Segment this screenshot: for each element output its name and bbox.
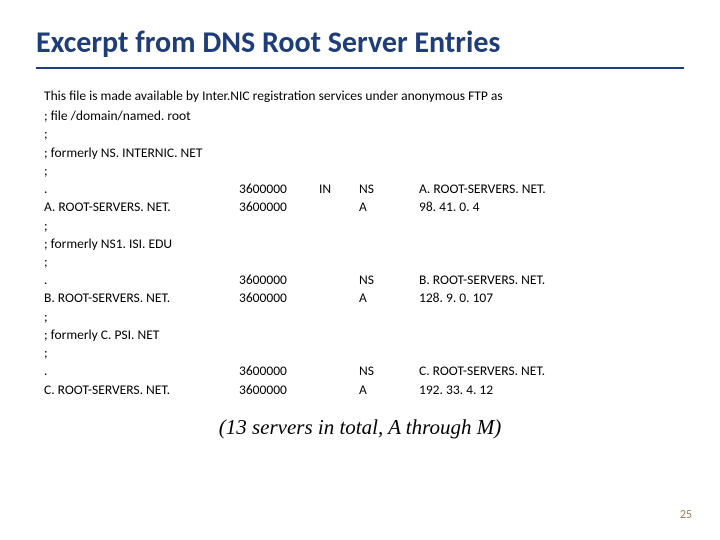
title-underline [36,67,684,69]
intro-text: This file is made available by Inter.NIC… [44,87,676,105]
body-content: This file is made available by Inter.NIC… [0,87,720,441]
ttl: 3600000 [239,271,319,289]
ttl: 3600000 [239,362,319,380]
zone-dot: . [44,362,239,380]
zone-dot: . [44,180,239,198]
zone-dot: . [44,271,239,289]
ns-target-c: C. ROOT-SERVERS. NET. [419,362,639,380]
comment-formerly-a: ; formerly NS. INTERNIC. NET [44,144,239,162]
comment-line: ; [44,344,239,362]
comment-line: ; [44,162,239,180]
ns-target-a: A. ROOT-SERVERS. NET. [419,180,639,198]
rr-a: A [359,289,419,307]
rr-ns: NS [359,180,419,198]
dns-entries-grid: ; file /domain/named. root ; ; formerly … [44,107,676,399]
rr-ns: NS [359,271,419,289]
server-c-ip: 192. 33. 4. 12 [419,381,639,399]
rr-a: A [359,381,419,399]
ttl: 3600000 [239,289,319,307]
comment-file: ; file /domain/named. root [44,107,239,125]
footnote: (13 servers in total, A through M) [44,413,676,441]
comment-formerly-b: ; formerly NS1. ISI. EDU [44,235,239,253]
ns-target-b: B. ROOT-SERVERS. NET. [419,271,639,289]
server-c-name: C. ROOT-SERVERS. NET. [44,381,239,399]
ttl: 3600000 [239,198,319,216]
comment-formerly-c: ; formerly C. PSI. NET [44,326,239,344]
ttl: 3600000 [239,381,319,399]
comment-line: ; [44,308,239,326]
server-b-name: B. ROOT-SERVERS. NET. [44,289,239,307]
class-in: IN [319,180,359,198]
ttl: 3600000 [239,180,319,198]
comment-line: ; [44,125,239,143]
server-a-ip: 98. 41. 0. 4 [419,198,639,216]
server-a-name: A. ROOT-SERVERS. NET. [44,198,239,216]
comment-line: ; [44,217,239,235]
comment-line: ; [44,253,239,271]
rr-a: A [359,198,419,216]
page-number: 25 [680,508,692,522]
rr-ns: NS [359,362,419,380]
server-b-ip: 128. 9. 0. 107 [419,289,639,307]
slide-title: Excerpt from DNS Root Server Entries [0,0,720,67]
